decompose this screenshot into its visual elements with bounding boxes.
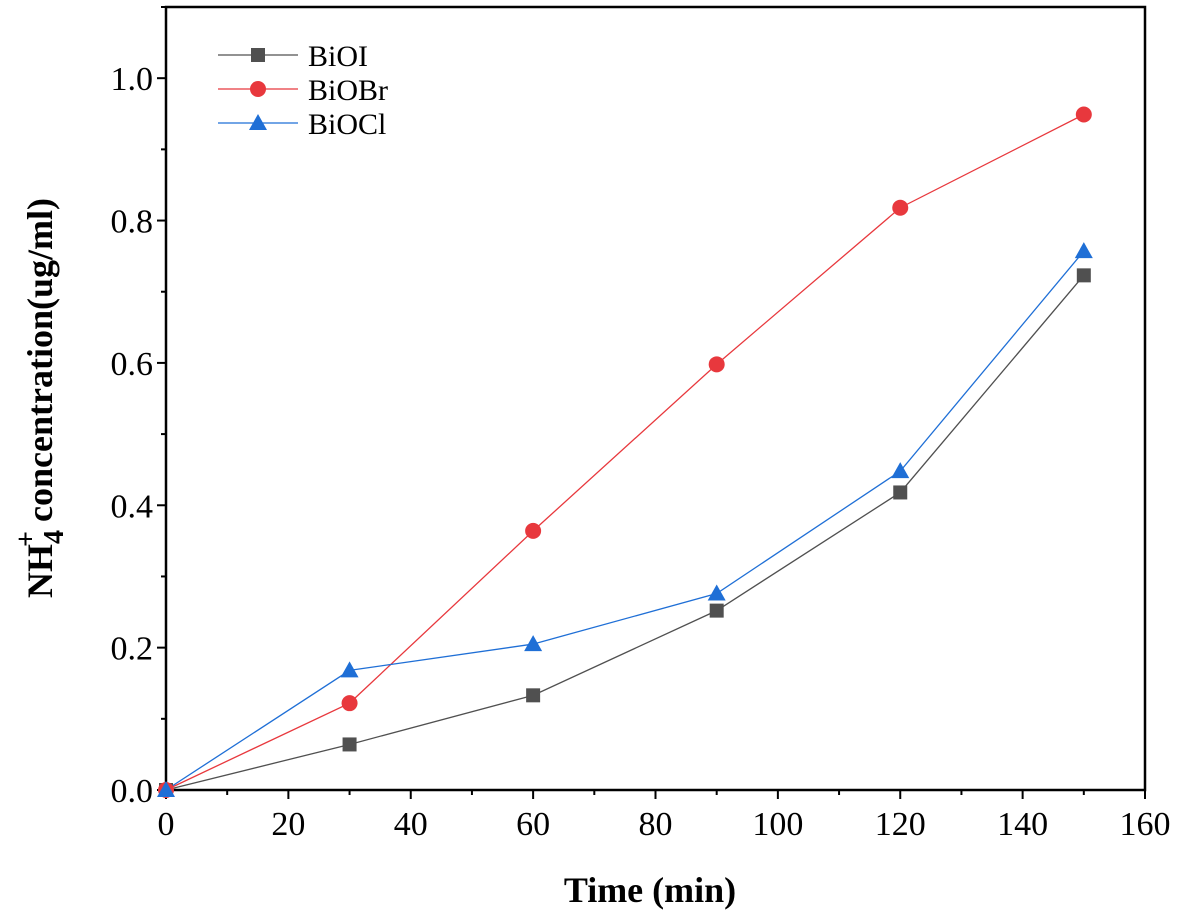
legend-marker-biocl (249, 114, 267, 130)
x-tick-label: 140 (997, 806, 1048, 843)
svg-text:NH4+ concentration(ug/ml): NH4+ concentration(ug/ml) (11, 198, 70, 598)
data-point-biocl (340, 661, 359, 678)
y-tick-label: 0.6 (111, 346, 154, 383)
data-point-biocl (707, 584, 726, 601)
data-point-biocl (1074, 242, 1093, 259)
y-tick-label: 0.4 (111, 488, 154, 525)
y-tick-label: 0.2 (111, 631, 154, 668)
data-point-bioi (709, 603, 724, 618)
data-point-bioi (526, 688, 541, 703)
x-tick-label: 120 (875, 806, 926, 843)
legend-label-biocl: BiOCl (308, 108, 386, 141)
x-axis-title: Time (min) (564, 870, 736, 910)
data-point-biobr (341, 695, 358, 712)
y-axis-title-prefix: NH (20, 544, 60, 598)
y-axis-title-suffix: concentration(ug/ml) (20, 198, 60, 531)
legend-marker-biobr (250, 81, 266, 97)
data-point-bioi (342, 737, 357, 752)
series-line-biobr (165, 113, 1085, 791)
legend-marker-bioi (251, 48, 265, 62)
legend-label-biobr: BiOBr (308, 74, 388, 107)
x-tick-label: 60 (516, 806, 550, 843)
y-tick-label: 0.0 (111, 773, 154, 810)
data-point-biobr (1075, 106, 1092, 123)
y-axis-title: NH4+ concentration(ug/ml) (11, 198, 70, 598)
series-markers (157, 106, 1093, 798)
data-point-biocl (524, 635, 543, 652)
x-tick-label: 0 (158, 806, 175, 843)
data-point-biobr (708, 356, 725, 373)
data-point-bioi (1076, 268, 1091, 283)
axis-tick-labels: 0 20 40 60 80 100 120 140 160 0.0 0.2 0.4 0.6 0.8 1.0 (111, 61, 1171, 843)
data-point-bioi (893, 485, 908, 500)
data-point-biobr (525, 522, 542, 539)
data-point-biocl (157, 781, 175, 797)
x-tick-label: 20 (271, 806, 305, 843)
data-point-biobr (892, 199, 909, 216)
y-tick-label: 0.8 (111, 204, 154, 241)
legend-label-bioi: BiOI (308, 40, 368, 73)
series-line-bioi (165, 274, 1085, 791)
x-tick-label: 160 (1120, 806, 1171, 843)
y-tick-label: 1.0 (111, 61, 154, 98)
y-axis-title-subscript: 4 (39, 530, 70, 544)
x-tick-label: 80 (639, 806, 673, 843)
x-tick-label: 100 (752, 806, 803, 843)
x-tick-label: 40 (394, 806, 428, 843)
y-axis-title-superscript: + (11, 531, 42, 547)
series-lines (165, 113, 1085, 791)
axis-ticks (157, 6, 1146, 799)
series-line-biocl (165, 250, 1085, 791)
data-point-biocl (891, 462, 910, 479)
